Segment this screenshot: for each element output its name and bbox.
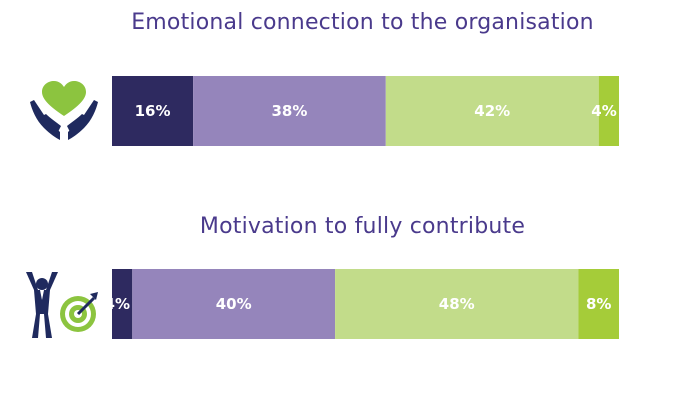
bar-segment (112, 269, 133, 339)
bar-segment-label: 40% (215, 295, 252, 313)
bar-segment (578, 269, 619, 339)
bar-segment (193, 76, 386, 146)
bar-segment-label: 48% (438, 295, 475, 313)
stacked-bar-motivation (112, 269, 619, 339)
stacked-bar-emotional-connection (112, 76, 619, 146)
bar-labels-motivation: 4% 40% 48% 8% (105, 269, 619, 339)
bar-segment-label: 4% (104, 295, 131, 313)
bar-segment-label: 38% (271, 102, 308, 120)
heart-in-hands-icon (30, 81, 98, 140)
bar-segment (335, 269, 579, 339)
bar-segment-label: 8% (585, 295, 612, 313)
bar-segment (598, 76, 619, 146)
bar-segment-label: 4% (591, 102, 617, 120)
chart-title-motivation: Motivation to fully contribute (199, 214, 526, 239)
bar-segment-label: 42% (474, 102, 511, 120)
person-with-target-icon (26, 272, 98, 338)
bar-segment-label: 16% (134, 102, 171, 120)
bar-segment (385, 76, 599, 146)
bar-segment (132, 269, 336, 339)
bar-segment (112, 76, 194, 146)
chart-title-emotional-connection: Emotional connection to the organisation (131, 10, 594, 35)
bar-labels-emotional-connection: 16% 38% 42% 4% (112, 76, 619, 146)
